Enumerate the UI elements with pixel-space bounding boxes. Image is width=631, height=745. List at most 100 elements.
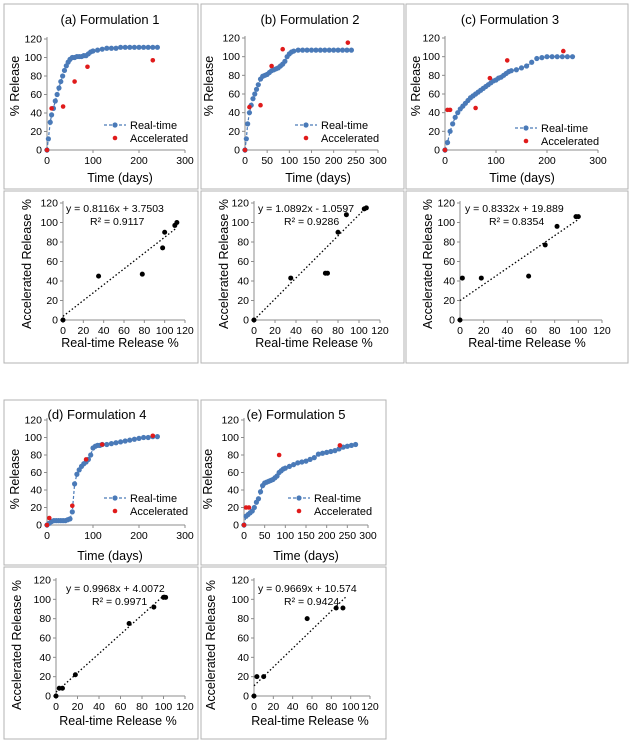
real-time-point [61,67,68,74]
accelerated-point [442,147,448,153]
accelerated-point [447,107,453,113]
real-time-point [455,110,461,116]
y-tick-label: 40 [46,276,58,288]
legend-real-time-marker [303,122,309,128]
x-tick-label: 100 [277,530,295,542]
x-tick-label: 0 [44,530,50,542]
regression-equation: y = 1.0892x - 1.0597 [258,203,354,215]
panel-frame-a [3,3,199,190]
real-time-point [141,434,147,441]
real-time-point [145,434,151,441]
x-axis-label: Time (days) [489,171,555,185]
y-tick-label: 20 [227,502,239,514]
x-tick-label: 100 [155,701,173,713]
r-squared: R² = 0.8354 [489,216,544,228]
real-time-point [524,63,530,69]
real-time-point [291,48,297,54]
x-tick-label: 80 [325,701,337,713]
data-point [335,229,341,235]
legend-accelerated-marker [112,135,118,141]
x-tick-label: 0 [53,701,59,713]
legend-real-time-label: Real-time [321,120,368,132]
y-tick-label: 60 [237,633,249,645]
y-tick-label: 60 [46,256,58,268]
real-time-point [88,452,94,458]
x-tick-label: 200 [130,530,148,542]
real-time-point [253,86,260,92]
y-tick-label: 120 [40,198,58,210]
y-tick-label: 20 [46,295,58,307]
accelerated-point [150,57,156,63]
y-tick-label: 120 [222,33,240,45]
x-tick-label: 40 [287,701,299,713]
real-time-point [353,441,359,448]
real-time-point [319,450,326,456]
y-tick-label: 80 [228,70,240,82]
y-tick-label: 80 [46,237,58,249]
regression-equation: y = 0.9669x + 10.574 [258,583,357,595]
y-tick-label: 100 [24,52,42,64]
legend-accelerated-label: Accelerated [541,136,599,148]
y-tick-label: 40 [428,107,440,119]
x-tick-label: 0 [251,701,257,713]
data-point [53,693,59,699]
x-tick-label: 0 [457,325,463,337]
y-tick-label: 60 [443,256,455,268]
data-point [72,672,78,678]
real-time-point [118,44,124,50]
x-tick-label: 20 [269,325,281,337]
data-point [261,674,267,680]
x-tick-label: 20 [478,325,490,337]
x-axis-label: Real-time Release % [251,714,368,728]
real-time-point [150,44,156,50]
y-tick-label: 100 [231,594,249,606]
r-squared: R² = 0.9117 [90,216,145,228]
real-time-point [311,455,317,461]
panel-frame-b-corr [200,190,405,364]
accelerated-point [49,106,54,111]
accelerated-point [246,505,252,510]
y-axis-label: % Release [202,56,216,116]
y-tick-label: 120 [24,415,42,427]
y-tick-label: 100 [40,217,58,229]
regression-equation: y = 0.8116x + 3.7503 [66,203,164,215]
data-point [254,674,260,680]
real-time-point [286,463,293,469]
x-tick-label: 40 [98,325,110,337]
accelerated-point [150,433,156,439]
x-tick-label: 60 [118,325,130,337]
y-tick-label: 60 [227,467,239,479]
real-time-point [49,112,55,118]
real-time-point [339,47,346,53]
y-axis-label: Accelerated Release % [20,199,34,329]
y-tick-label: 80 [428,70,440,82]
trendline [253,596,347,687]
real-time-point [328,448,334,455]
data-point [575,214,581,220]
real-time-point [67,516,73,522]
chart-formulation-3: (c) Formulation 3 % Release Time (days) … [409,12,607,185]
panel-frame-d-corr [3,566,199,740]
x-tick-label: 120 [176,325,194,337]
real-time-point [69,509,75,515]
x-tick-label: 50 [261,155,273,167]
y-tick-label: 100 [24,432,42,444]
real-time-point [529,59,535,65]
real-time-point [252,91,258,97]
chart-title: (a) Formulation 1 [61,12,160,27]
x-tick-label: 100 [281,155,299,167]
chart-correlation-5: y = 0.9669x + 10.574 R² = 0.9424 Acceler… [204,575,379,729]
y-axis-label: Accelerated Release % [421,199,435,329]
chart-correlation-2: y = 1.0892x - 1.0597 R² = 0.9286 Acceler… [217,198,389,351]
x-axis-label: Real-time Release % [468,336,585,350]
data-point [251,693,257,699]
y-tick-label: 120 [422,33,440,45]
accelerated-point [280,46,285,52]
x-tick-label: 0 [242,155,248,167]
real-time-point [255,496,262,502]
y-tick-label: 60 [237,256,249,268]
panel-frame-b [200,3,405,190]
real-time-point [447,128,453,134]
accelerated-point [269,63,274,69]
y-tick-label: 40 [227,485,239,497]
